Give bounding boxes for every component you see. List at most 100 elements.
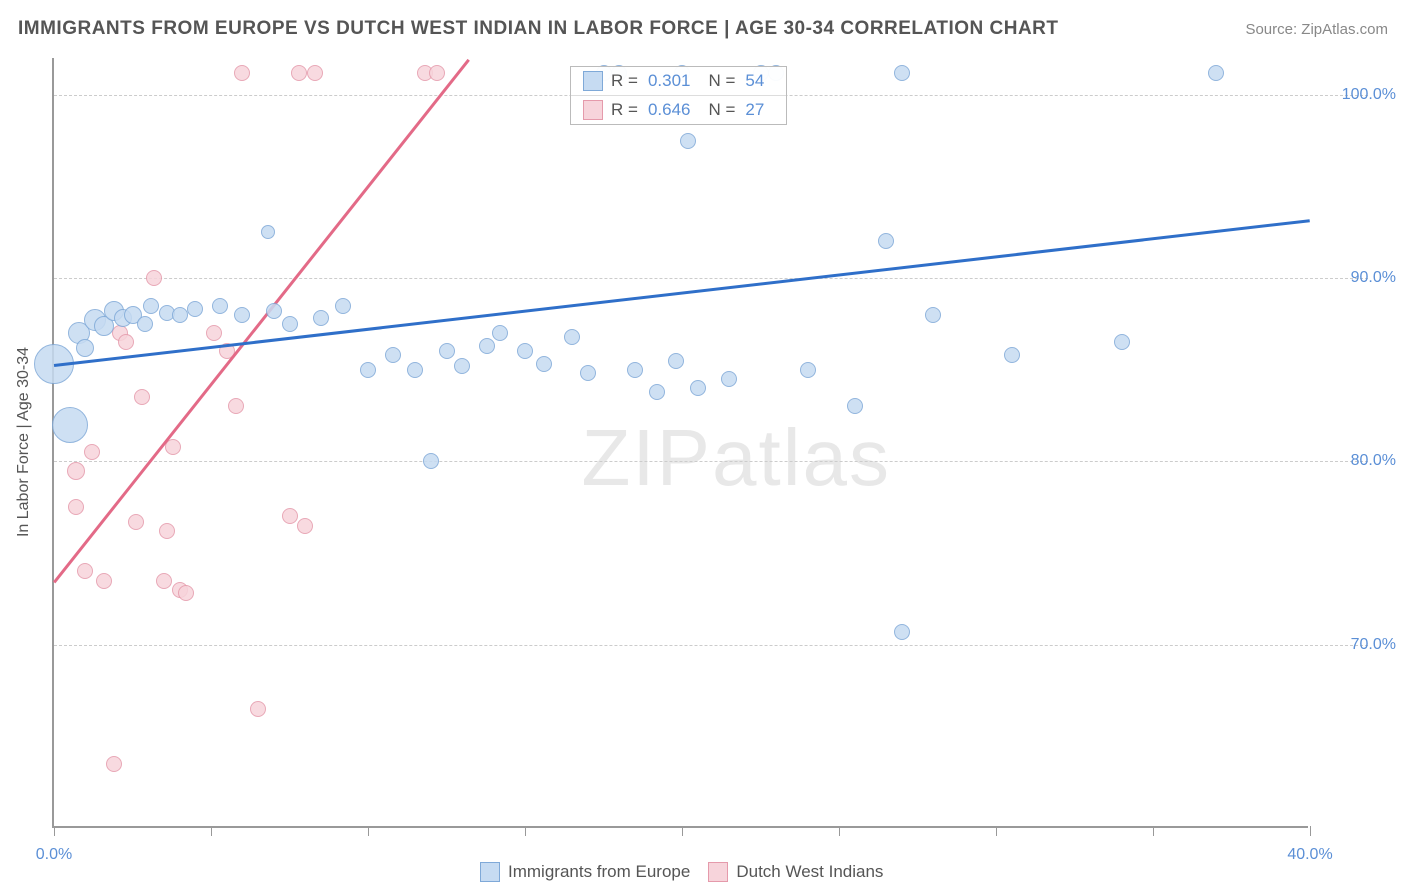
r-value-a: 0.301	[648, 71, 691, 91]
data-point-a	[1208, 65, 1224, 81]
y-tick-label: 90.0%	[1326, 269, 1396, 287]
stats-row-series-b: R = 0.646 N = 27	[571, 95, 786, 124]
y-tick-label: 80.0%	[1326, 452, 1396, 470]
x-tick	[54, 826, 55, 836]
data-point-a	[690, 380, 706, 396]
data-point-a	[261, 225, 275, 239]
data-point-a	[360, 362, 376, 378]
data-point-a	[313, 310, 329, 326]
data-point-b	[96, 573, 112, 589]
data-point-a	[847, 398, 863, 414]
r-value-b: 0.646	[648, 100, 691, 120]
data-point-a	[517, 343, 533, 359]
data-point-b	[291, 65, 307, 81]
x-tick	[1153, 826, 1154, 836]
data-point-b	[429, 65, 445, 81]
data-point-a	[282, 316, 298, 332]
data-point-a	[1114, 334, 1130, 350]
y-tick-label: 100.0%	[1326, 86, 1396, 104]
header-row: IMMIGRANTS FROM EUROPE VS DUTCH WEST IND…	[18, 18, 1388, 40]
x-tick	[839, 826, 840, 836]
data-point-a	[479, 338, 495, 354]
source-label: Source: ZipAtlas.com	[1245, 21, 1388, 38]
data-point-a	[680, 133, 696, 149]
x-tick	[682, 826, 683, 836]
data-point-a	[649, 384, 665, 400]
data-point-a	[894, 65, 910, 81]
data-point-b	[128, 514, 144, 530]
data-point-a	[335, 298, 351, 314]
legend-label-b: Dutch West Indians	[736, 862, 883, 882]
data-point-a	[668, 353, 684, 369]
data-point-a	[52, 407, 88, 443]
data-point-a	[76, 339, 94, 357]
y-tick-label: 70.0%	[1326, 636, 1396, 654]
data-point-a	[407, 362, 423, 378]
data-point-a	[564, 329, 580, 345]
data-point-b	[228, 398, 244, 414]
data-point-a	[137, 316, 153, 332]
data-point-b	[297, 518, 313, 534]
n-label: N =	[708, 71, 735, 91]
data-point-a	[627, 362, 643, 378]
data-point-b	[206, 325, 222, 341]
data-point-b	[156, 573, 172, 589]
data-point-a	[492, 325, 508, 341]
x-tick	[996, 826, 997, 836]
legend-swatch-b	[708, 862, 728, 882]
data-point-b	[67, 462, 85, 480]
chart-title: IMMIGRANTS FROM EUROPE VS DUTCH WEST IND…	[18, 18, 1059, 40]
data-point-b	[146, 270, 162, 286]
data-point-a	[385, 347, 401, 363]
data-point-a	[800, 362, 816, 378]
watermark: ZIPatlas	[582, 412, 891, 504]
y-axis-label: In Labor Force | Age 30-34	[15, 347, 33, 537]
x-tick	[368, 826, 369, 836]
data-point-b	[84, 444, 100, 460]
n-label: N =	[708, 100, 735, 120]
swatch-series-a	[583, 71, 603, 91]
data-point-a	[212, 298, 228, 314]
data-point-a	[423, 453, 439, 469]
data-point-a	[894, 624, 910, 640]
data-point-b	[250, 701, 266, 717]
n-value-a: 54	[745, 71, 764, 91]
stats-row-series-a: R = 0.301 N = 54	[571, 67, 786, 95]
correlation-stats-box: R = 0.301 N = 54 R = 0.646 N = 27	[570, 66, 787, 125]
data-point-a	[439, 343, 455, 359]
data-point-b	[159, 523, 175, 539]
x-tick	[525, 826, 526, 836]
r-label: R =	[611, 100, 638, 120]
gridline-h	[54, 461, 1368, 462]
swatch-series-b	[583, 100, 603, 120]
legend-item-a: Immigrants from Europe	[480, 862, 690, 882]
data-point-a	[187, 301, 203, 317]
data-point-a	[536, 356, 552, 372]
legend-swatch-a	[480, 862, 500, 882]
data-point-b	[165, 439, 181, 455]
plot-area: In Labor Force | Age 30-34 ZIPatlas 70.0…	[52, 58, 1308, 828]
data-point-a	[143, 298, 159, 314]
data-point-b	[106, 756, 122, 772]
data-point-a	[1004, 347, 1020, 363]
data-point-a	[878, 233, 894, 249]
chart-container: IMMIGRANTS FROM EUROPE VS DUTCH WEST IND…	[0, 0, 1406, 892]
x-tick-label: 0.0%	[36, 846, 72, 864]
x-tick-label: 40.0%	[1287, 846, 1332, 864]
data-point-b	[118, 334, 134, 350]
legend-label-a: Immigrants from Europe	[508, 862, 690, 882]
data-point-a	[580, 365, 596, 381]
data-point-b	[282, 508, 298, 524]
gridline-h	[54, 278, 1368, 279]
data-point-b	[234, 65, 250, 81]
data-point-a	[721, 371, 737, 387]
x-tick	[211, 826, 212, 836]
data-point-b	[307, 65, 323, 81]
x-tick	[1310, 826, 1311, 836]
data-point-a	[454, 358, 470, 374]
data-point-b	[77, 563, 93, 579]
data-point-a	[172, 307, 188, 323]
data-point-a	[234, 307, 250, 323]
legend-item-b: Dutch West Indians	[708, 862, 883, 882]
data-point-b	[68, 499, 84, 515]
